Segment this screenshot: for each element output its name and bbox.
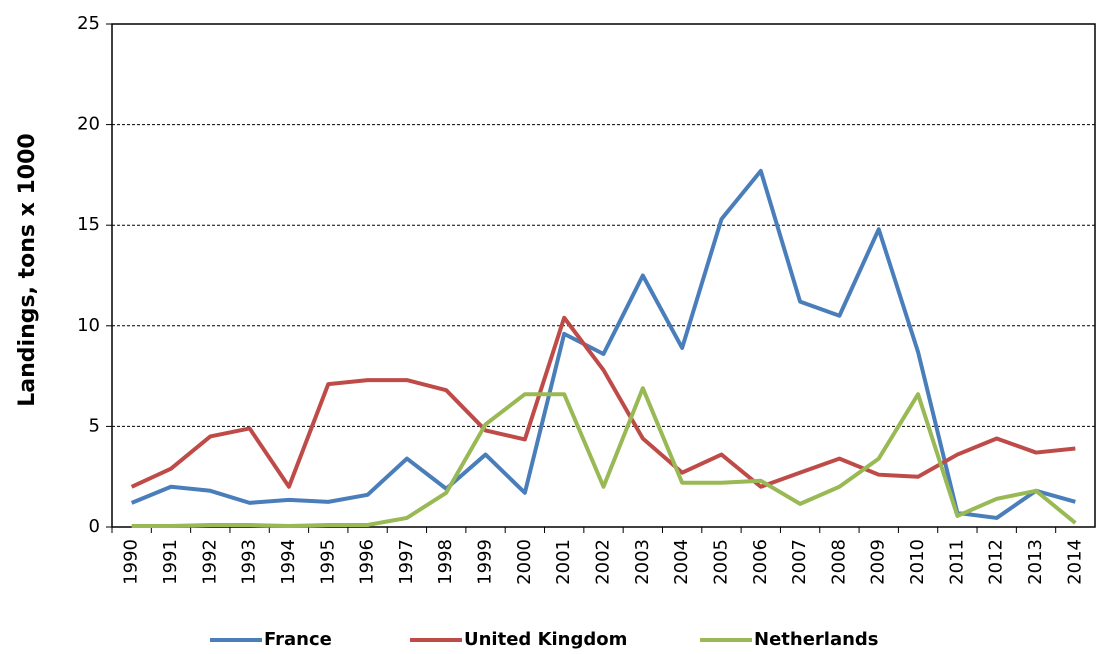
y-axis-title: Landings, tons x 1000 — [15, 133, 40, 406]
x-tick-label: 2007 — [789, 539, 810, 585]
y-tick-label: 25 — [77, 13, 100, 34]
data-line — [130, 315, 1076, 489]
y-tick-label: 0 — [89, 516, 100, 537]
legend-label: France — [264, 629, 332, 650]
x-tick-label: 2006 — [750, 539, 771, 585]
x-tick-label: 1996 — [357, 539, 378, 585]
x-tick-label: 1999 — [475, 539, 496, 585]
legend-label: Netherlands — [754, 629, 879, 650]
y-tick-label: 15 — [77, 214, 100, 235]
x-tick-label: 1995 — [317, 539, 338, 585]
x-tick-label: 2014 — [1064, 539, 1085, 585]
x-tick-label: 2004 — [671, 539, 692, 585]
data-line — [130, 168, 1076, 520]
x-tick-label: 1991 — [160, 539, 181, 585]
x-tick-label: 1993 — [239, 539, 260, 585]
x-tick-label: 2010 — [907, 539, 928, 585]
y-tick-label: 10 — [77, 315, 100, 336]
x-tick-label: 2005 — [710, 539, 731, 585]
y-tick-label: 5 — [89, 415, 100, 436]
y-tick-label: 20 — [77, 114, 100, 135]
plot-frame — [111, 23, 1096, 528]
x-tick-label: 1992 — [199, 539, 220, 585]
x-tick-label: 1997 — [396, 539, 417, 585]
data-line — [131, 386, 1077, 528]
x-tick-label: 2009 — [868, 539, 889, 585]
x-tick-label: 2002 — [593, 539, 614, 585]
x-tick-label: 2000 — [514, 539, 535, 585]
x-tick-label: 2008 — [828, 539, 849, 585]
x-tick-label: 2013 — [1025, 539, 1046, 585]
x-tick-label: 2011 — [946, 539, 967, 585]
x-tick-label: 1994 — [278, 539, 299, 585]
x-tick-label: 2012 — [986, 539, 1007, 585]
x-tick-label: 1998 — [435, 539, 456, 585]
legend-label: United Kingdom — [464, 629, 627, 650]
x-tick-label: 2003 — [632, 539, 653, 585]
x-tick-label: 2001 — [553, 539, 574, 585]
x-tick-label: 1990 — [121, 539, 142, 585]
